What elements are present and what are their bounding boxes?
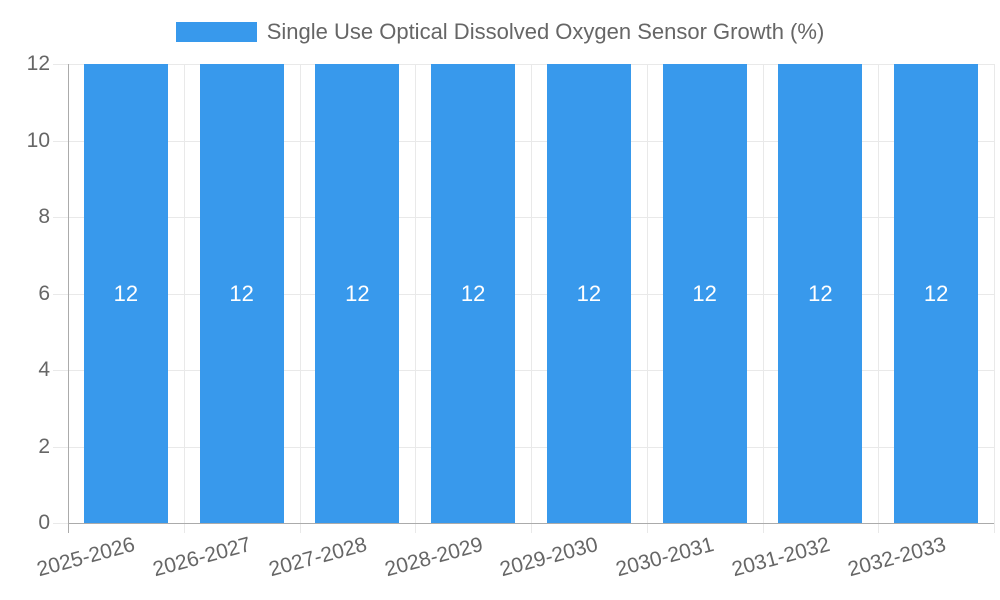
bar[interactable] bbox=[315, 64, 400, 523]
legend-label: Single Use Optical Dissolved Oxygen Sens… bbox=[266, 19, 825, 44]
y-axis-tick-label: 8 bbox=[38, 205, 50, 228]
gridline-vertical bbox=[183, 64, 185, 533]
bar[interactable] bbox=[199, 64, 284, 523]
bar[interactable] bbox=[778, 64, 863, 523]
gridline-horizontal bbox=[53, 140, 994, 142]
y-axis-line bbox=[68, 64, 69, 533]
y-axis-tick-label: 10 bbox=[26, 128, 50, 152]
gridline-vertical bbox=[299, 64, 301, 533]
gridline-vertical bbox=[762, 64, 764, 533]
gridline-horizontal bbox=[53, 64, 994, 65]
gridline-vertical bbox=[994, 64, 995, 533]
bar[interactable] bbox=[83, 64, 168, 523]
bar[interactable] bbox=[894, 64, 979, 523]
y-axis-tick-label: 2 bbox=[38, 434, 50, 458]
gridline-vertical bbox=[531, 64, 532, 533]
gridline-vertical bbox=[878, 64, 880, 533]
x-axis-tick-label: 2025-2026 bbox=[34, 533, 138, 582]
legend-swatch bbox=[175, 22, 257, 42]
gridline-horizontal bbox=[53, 217, 994, 218]
y-axis-tick-label: 12 bbox=[26, 52, 50, 75]
gridline-horizontal bbox=[53, 293, 994, 295]
legend-item[interactable]: Single Use Optical Dissolved Oxygen Sens… bbox=[0, 19, 1000, 44]
y-axis-tick-label: 4 bbox=[38, 358, 50, 381]
x-axis-line bbox=[68, 523, 994, 524]
x-axis-tick-label: 2029-2030 bbox=[497, 533, 601, 582]
x-axis-tick-label: 2028-2029 bbox=[382, 533, 486, 582]
y-axis-tick-label: 6 bbox=[38, 281, 50, 305]
x-axis-tick-label: 2032-2033 bbox=[845, 533, 949, 582]
x-axis-tick-label: 2027-2028 bbox=[266, 533, 370, 582]
bar[interactable] bbox=[662, 64, 747, 523]
gridline-horizontal bbox=[53, 370, 994, 371]
bar[interactable] bbox=[546, 64, 631, 523]
gridline-vertical bbox=[415, 64, 417, 533]
gridline-vertical bbox=[646, 64, 648, 533]
x-axis-tick-label: 2030-2031 bbox=[613, 533, 717, 582]
y-axis-tick-label: 0 bbox=[38, 511, 50, 534]
gridline-horizontal bbox=[53, 446, 994, 448]
x-axis-tick-label: 2026-2027 bbox=[150, 533, 254, 582]
x-axis-tick-label: 2031-2032 bbox=[729, 533, 833, 582]
bar[interactable] bbox=[431, 64, 516, 523]
